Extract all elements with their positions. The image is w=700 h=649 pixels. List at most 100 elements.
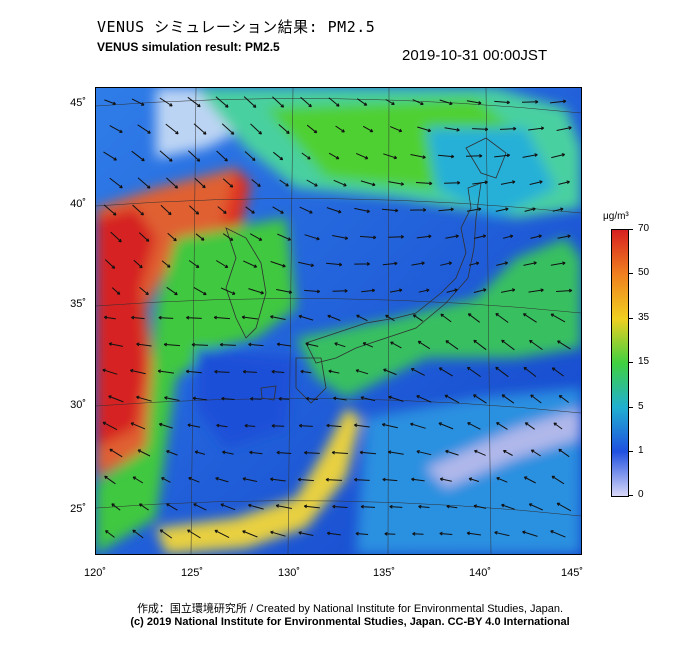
colorbar-unit: μg/m³ (603, 211, 629, 222)
wind-arrow (501, 503, 515, 510)
wind-arrow (362, 342, 374, 348)
wind-arrow (272, 96, 285, 108)
wind-arrow (242, 477, 258, 482)
colorbar-tickmark (628, 318, 633, 319)
wind-arrow (445, 449, 459, 456)
wind-arrow (389, 504, 403, 509)
wind-arrow (189, 205, 200, 215)
wind-arrow (305, 396, 318, 401)
wind-arrow (418, 288, 430, 293)
wind-arrow (272, 151, 284, 161)
wind-arrow (467, 313, 481, 323)
wind-arrow (556, 288, 573, 293)
wind-arrow (186, 315, 202, 320)
wind-arrow (215, 96, 229, 108)
wind-arrow (187, 529, 201, 539)
wind-arrow (474, 234, 487, 239)
wind-arrow (523, 366, 537, 377)
wind-arrow (133, 259, 143, 269)
lon-label-130: 130˚ (277, 567, 301, 579)
wind-arrow (193, 286, 207, 296)
wind-arrow (158, 422, 173, 429)
wind-arrow (305, 342, 319, 347)
wind-arrow (382, 261, 398, 266)
wind-arrow (467, 422, 481, 430)
wind-arrow (243, 96, 257, 108)
wind-arrow (521, 99, 539, 104)
wind-arrow (328, 369, 340, 374)
wind-arrow (550, 313, 566, 323)
wind-arrow (439, 99, 453, 106)
wind-arrow (166, 286, 178, 296)
wind-arrow (109, 448, 123, 458)
wind-arrow (355, 531, 369, 536)
wind-arrow (354, 262, 370, 266)
wind-arrow (299, 206, 313, 214)
wind-arrow (300, 96, 312, 108)
wind-arrow (159, 150, 173, 162)
lat-label-35: 35˚ (70, 298, 86, 310)
wind-arrow (300, 369, 312, 374)
wind-arrow (465, 153, 483, 158)
wind-arrow (241, 315, 258, 320)
wind-arrow (501, 288, 516, 293)
wind-arrow (328, 152, 340, 160)
wind-arrow (159, 529, 173, 539)
wind-arrow (388, 234, 404, 239)
wind-arrow (354, 423, 370, 428)
wind-arrow (298, 314, 314, 321)
wind-arrow (250, 396, 262, 401)
wind-arrow (445, 234, 459, 239)
wind-arrow (131, 98, 145, 106)
wind-arrow (523, 476, 536, 484)
wind-arrow (166, 450, 178, 456)
wind-arrow (468, 477, 480, 482)
wind-arrow (272, 206, 284, 214)
wind-arrow (390, 341, 402, 349)
credit-line: 作成：国立環境研究所 / Created by National Institu… (136, 603, 564, 615)
wind-arrow (215, 477, 229, 483)
wind-arrow (472, 180, 488, 185)
wind-arrow (132, 529, 144, 539)
wind-arrow (417, 340, 431, 350)
wind-arrow (416, 395, 432, 403)
wind-arrow (298, 261, 315, 267)
timestamp: 2019-10-31 00:00JST (402, 47, 548, 64)
wind-arrow (354, 207, 371, 213)
lon-label-120: 120˚ (83, 567, 107, 579)
wind-arrow (412, 531, 424, 536)
wind-arrow (166, 503, 178, 511)
wind-arrow (102, 421, 118, 431)
wind-arrow (355, 152, 369, 160)
wind-arrow (275, 504, 292, 509)
wind-arrow (389, 288, 403, 293)
wind-arrow (496, 477, 508, 483)
wind-arrow (326, 531, 341, 536)
wind-arrow (444, 127, 460, 132)
wind-arrow (103, 204, 117, 216)
wind-arrow (502, 234, 514, 239)
wind-arrow (360, 396, 376, 402)
colorbar-tick-70: 70 (638, 223, 650, 234)
wind-arrow (356, 98, 368, 106)
wind-arrow (188, 260, 200, 268)
wind-arrow (412, 99, 424, 106)
wind-arrow (530, 449, 541, 457)
lat-label-45: 45˚ (70, 97, 86, 109)
copyright-line: (c) 2019 National Institute for Environm… (130, 616, 570, 628)
wind-arrow (528, 126, 545, 131)
wind-arrow (411, 261, 425, 266)
wind-arrow (466, 366, 481, 378)
wind-arrow (270, 261, 286, 268)
wind-arrow (446, 288, 458, 293)
wind-arrow (304, 289, 321, 294)
wind-arrow (382, 477, 398, 482)
colorbar-tickmark (628, 273, 633, 274)
wind-arrow (494, 100, 510, 105)
wind-arrow (359, 450, 377, 455)
wind-arrow (529, 339, 543, 351)
wind-arrow (529, 180, 543, 185)
wind-arrow (216, 423, 228, 428)
wind-arrow (249, 450, 263, 455)
wind-arrow (494, 153, 511, 158)
